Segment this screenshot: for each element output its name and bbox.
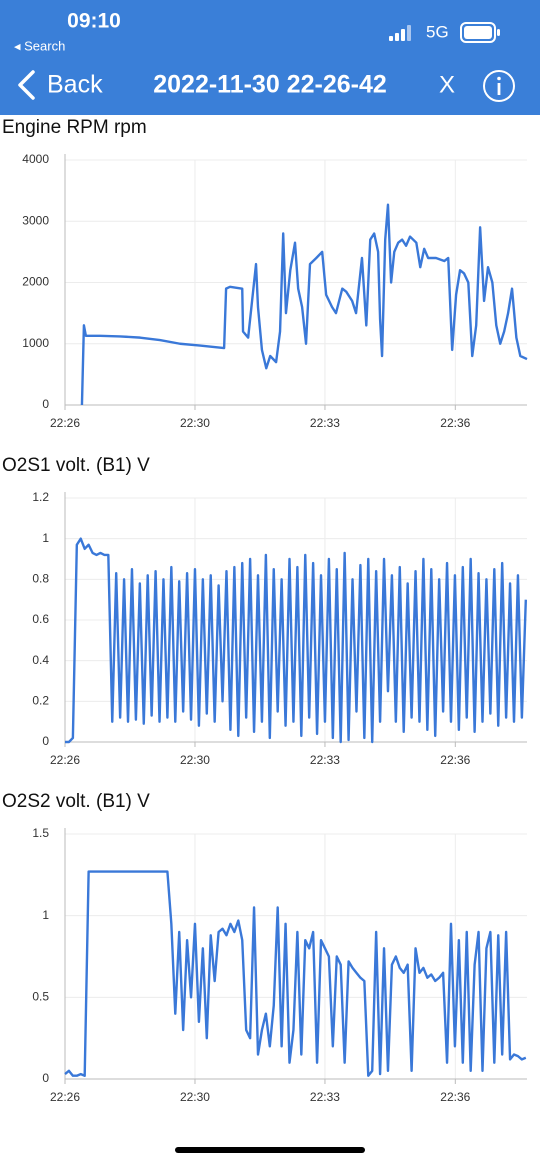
x-tick-label: 22:30 bbox=[180, 753, 210, 767]
y-tick-label: 1 bbox=[42, 908, 49, 922]
y-tick-label: 0.2 bbox=[32, 694, 49, 708]
y-tick-label: 0.4 bbox=[32, 653, 49, 667]
data-line bbox=[80, 203, 528, 406]
x-tick-label: 22:26 bbox=[50, 416, 80, 430]
y-tick-label: 3000 bbox=[22, 213, 49, 227]
signal-bar bbox=[395, 33, 399, 41]
battery-level bbox=[464, 26, 492, 39]
y-tick-label: 0 bbox=[42, 1071, 49, 1085]
chart: O2S1 volt. (B1) V 0 0.2 0.4 0.6 0.8 1 1.2 22:26 2… bbox=[2, 455, 528, 767]
info-dot[interactable] bbox=[497, 76, 501, 81]
x-tick-label: 22:26 bbox=[50, 1090, 80, 1104]
y-tick-label: 1.5 bbox=[32, 826, 49, 840]
back-chevron[interactable] bbox=[18, 70, 35, 100]
back-button[interactable]: Back bbox=[18, 70, 103, 100]
y-tick-label: 4000 bbox=[22, 152, 49, 166]
info-stem[interactable] bbox=[497, 83, 501, 95]
chart: O2S2 volt. (B1) V 0 0.5 1 1.5 22:26 22:30 22:33… bbox=[2, 791, 527, 1104]
chart-title: O2S1 volt. (B1) V bbox=[2, 455, 150, 476]
status-time: 09:10 bbox=[67, 10, 121, 33]
close-button[interactable]: X bbox=[439, 71, 455, 98]
nav-title: 2022-11-30 22-26-42 bbox=[153, 71, 387, 99]
battery-frame bbox=[460, 22, 496, 43]
header bbox=[0, 0, 540, 115]
back-label[interactable]: Back bbox=[47, 71, 103, 99]
signal-bar bbox=[389, 36, 393, 41]
status-back-app[interactable]: ◂ Search bbox=[14, 38, 65, 53]
info-button[interactable] bbox=[483, 70, 515, 102]
x-tick-label: 22:36 bbox=[440, 416, 470, 430]
x-tick-label: 22:26 bbox=[50, 753, 80, 767]
y-tick-label: 1000 bbox=[22, 336, 49, 350]
y-tick-label: 2000 bbox=[22, 275, 49, 289]
chart: Engine RPM rpm 0 1000 2000 3000 4000 22:26 22:3… bbox=[2, 117, 528, 430]
x-tick-label: 22:36 bbox=[440, 753, 470, 767]
battery-tip bbox=[497, 29, 500, 36]
x-tick-label: 22:30 bbox=[180, 416, 210, 430]
home-indicator bbox=[175, 1147, 365, 1153]
x-tick-label: 22:33 bbox=[310, 753, 340, 767]
y-tick-label: 1.2 bbox=[32, 490, 49, 504]
x-tick-label: 22:30 bbox=[180, 1090, 210, 1104]
data-line bbox=[64, 870, 527, 1077]
y-tick-label: 0.6 bbox=[32, 612, 49, 626]
y-tick-label: 0 bbox=[42, 734, 49, 748]
chart-title: Engine RPM rpm bbox=[2, 117, 147, 138]
y-tick-label: 0 bbox=[42, 397, 49, 411]
signal-bar bbox=[401, 29, 405, 41]
y-tick-label: 0.5 bbox=[32, 990, 49, 1004]
signal-icon bbox=[389, 25, 411, 41]
status-network: 5G bbox=[426, 22, 449, 41]
signal-bar bbox=[407, 25, 411, 41]
battery-icon bbox=[460, 22, 500, 43]
data-line bbox=[65, 537, 528, 744]
chart-title: O2S2 volt. (B1) V bbox=[2, 791, 150, 812]
y-tick-label: 1 bbox=[42, 531, 49, 545]
x-tick-label: 22:33 bbox=[310, 416, 340, 430]
y-tick-label: 0.8 bbox=[32, 572, 49, 586]
x-tick-label: 22:36 bbox=[440, 1090, 470, 1104]
info-circle[interactable] bbox=[483, 70, 515, 102]
x-tick-label: 22:33 bbox=[310, 1090, 340, 1104]
